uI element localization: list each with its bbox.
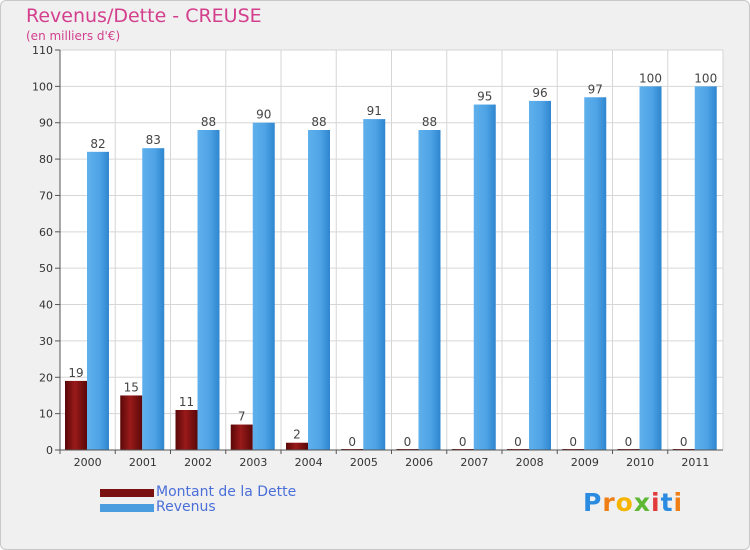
- y-tick-label: 90: [39, 117, 53, 130]
- y-tick-label: 70: [39, 189, 53, 202]
- data-label-dette: 0: [625, 435, 633, 449]
- bar-revenus: [639, 86, 662, 450]
- data-label-dette: 11: [179, 395, 194, 409]
- data-label-dette: 0: [569, 435, 577, 449]
- bar-revenus: [252, 122, 275, 451]
- y-tick-label: 20: [39, 371, 53, 384]
- legend-swatch-revenus: [100, 504, 154, 512]
- bar-revenus: [308, 130, 330, 450]
- bar-dette: [175, 410, 198, 450]
- logo-letter: x: [633, 488, 651, 517]
- data-label-revenus: 90: [256, 108, 271, 122]
- data-label-dette: 0: [680, 435, 688, 449]
- data-label-dette: 7: [238, 410, 246, 424]
- data-label-dette: 0: [404, 435, 412, 449]
- bar-revenus: [87, 151, 109, 450]
- x-tick-label: 2000: [74, 456, 102, 469]
- y-tick-label: 10: [39, 408, 53, 421]
- data-label-revenus: 95: [477, 90, 492, 104]
- logo-letter: r: [602, 488, 616, 517]
- data-label-revenus: 100: [694, 71, 717, 85]
- label-layer: 19 15 11 7 2 0 0 0 0 0 0 0 82 83 88 90 88 91 88 95 96 97 100 10…: [68, 71, 717, 449]
- bar-revenus: [418, 130, 441, 450]
- x-tick-label: 2009: [571, 456, 599, 469]
- bar-layer: [65, 86, 717, 451]
- data-label-revenus: 83: [146, 133, 161, 147]
- y-tick-label: 50: [39, 262, 53, 275]
- x-tick-label: 2005: [350, 456, 378, 469]
- y-tick-label: 80: [39, 153, 53, 166]
- legend-label-revenus: Revenus: [156, 499, 216, 515]
- x-tick-label: 2008: [516, 456, 544, 469]
- proxiti-logo: Proxiti: [583, 488, 683, 517]
- logo-letter: i: [673, 488, 684, 517]
- bar-revenus: [529, 100, 551, 450]
- bar-revenus: [197, 130, 220, 450]
- data-label-dette: 19: [68, 366, 83, 380]
- logo-letter: o: [615, 488, 634, 517]
- data-label-revenus: 88: [201, 115, 216, 129]
- y-tick-label: 100: [32, 80, 53, 93]
- logo-letter: P: [583, 488, 603, 517]
- x-tick-label: 2002: [184, 456, 212, 469]
- data-label-dette: 0: [459, 435, 467, 449]
- logo-letter: t: [660, 488, 674, 517]
- chart-title: Revenus/Dette - CREUSE: [26, 5, 262, 27]
- y-tick-label: 60: [39, 226, 53, 239]
- data-label-dette: 15: [124, 380, 139, 394]
- x-tick-label: 2010: [626, 456, 654, 469]
- data-label-revenus: 91: [367, 104, 382, 118]
- legend-swatch-dette: [100, 489, 154, 497]
- data-label-revenus: 97: [588, 82, 603, 96]
- bar-revenus: [473, 104, 496, 450]
- data-label-revenus: 100: [639, 71, 662, 85]
- y-tick-label: 30: [39, 335, 53, 348]
- data-label-revenus: 96: [532, 86, 547, 100]
- bar-revenus: [584, 97, 607, 450]
- bar-revenus: [363, 119, 386, 450]
- x-tick-label: 2001: [129, 456, 157, 469]
- data-label-revenus: 82: [90, 137, 105, 151]
- data-label-dette: 0: [514, 435, 522, 449]
- bar-dette: [120, 395, 143, 450]
- y-tick-label: 110: [32, 44, 53, 57]
- bar-dette: [230, 424, 253, 450]
- data-label-revenus: 88: [311, 115, 326, 129]
- logo-letter: i: [651, 488, 661, 517]
- chart-subtitle: (en milliers d'€): [26, 29, 121, 43]
- x-tick-label: 2006: [405, 456, 433, 469]
- bar-revenus: [694, 86, 717, 450]
- x-tick-label: 2007: [460, 456, 488, 469]
- legend-label-dette: Montant de la Dette: [156, 484, 297, 500]
- x-tick-label: 2003: [239, 456, 267, 469]
- data-label-dette: 0: [348, 435, 356, 449]
- bar-dette: [286, 442, 308, 450]
- data-label-dette: 2: [293, 428, 301, 442]
- x-tick-label: 2011: [681, 456, 709, 469]
- bar-revenus: [142, 148, 165, 450]
- bar-dette: [65, 380, 87, 450]
- x-tick-label: 2004: [295, 456, 323, 469]
- y-tick-label: 40: [39, 299, 53, 312]
- y-tick-label: 0: [46, 444, 53, 457]
- data-label-revenus: 88: [422, 115, 437, 129]
